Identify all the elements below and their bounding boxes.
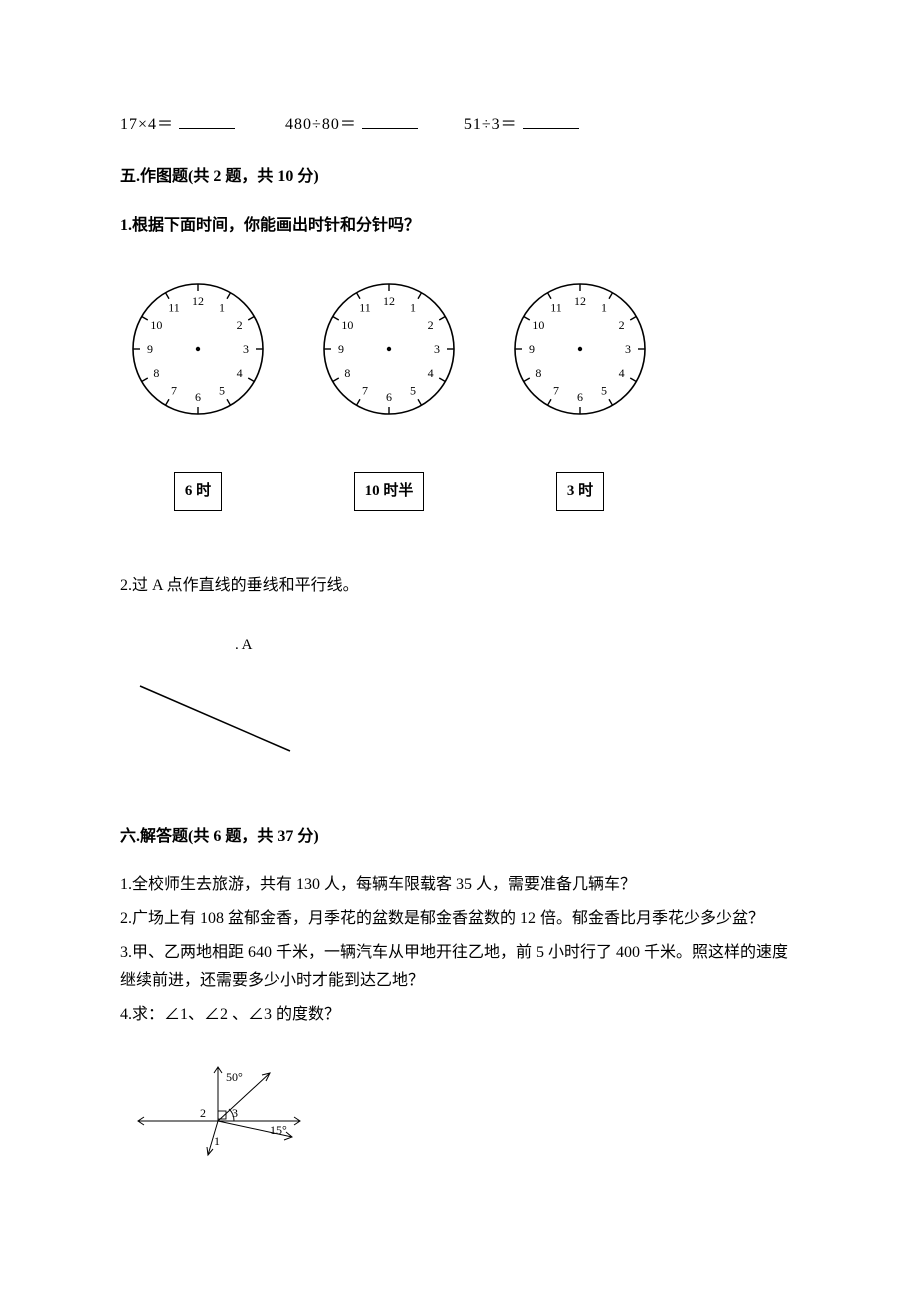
svg-text:6: 6 — [577, 390, 583, 404]
clock-row: 121234567891011 6 时 121234567891011 10 时… — [130, 281, 800, 511]
line-diagram[interactable]: . A — [120, 631, 800, 767]
given-line — [140, 686, 290, 751]
angle-1-label: 1 — [214, 1134, 220, 1148]
svg-text:1: 1 — [219, 301, 225, 315]
svg-text:1: 1 — [410, 301, 416, 315]
calc-item-1: 17×4＝ — [120, 116, 174, 133]
svg-text:9: 9 — [529, 342, 535, 356]
svg-text:3: 3 — [434, 342, 440, 356]
clock-face-2[interactable]: 121234567891011 — [321, 281, 457, 417]
question-6-2: 2.广场上有 108 盆郁金香，月季花的盆数是郁金香盆数的 12 倍。郁金香比月… — [120, 905, 800, 933]
svg-text:9: 9 — [338, 342, 344, 356]
svg-text:12: 12 — [192, 294, 204, 308]
svg-text:4: 4 — [237, 366, 243, 380]
svg-text:2: 2 — [619, 318, 625, 332]
svg-text:10: 10 — [150, 318, 162, 332]
svg-text:4: 4 — [619, 366, 625, 380]
clock-face-3[interactable]: 121234567891011 — [512, 281, 648, 417]
question-6-3: 3.甲、乙两地相距 640 千米，一辆汽车从甲地开往乙地，前 5 小时行了 40… — [120, 939, 800, 995]
clock-col-2: 121234567891011 10 时半 — [321, 281, 457, 511]
angle-15-label: 15° — [270, 1123, 287, 1137]
svg-text:2: 2 — [428, 318, 434, 332]
svg-text:7: 7 — [171, 384, 177, 398]
blank-2[interactable] — [362, 114, 418, 129]
question-5-2: 2.过 A 点作直线的垂线和平行线。 — [120, 571, 800, 601]
point-a-label: . A — [235, 637, 253, 653]
clock-face-1[interactable]: 121234567891011 — [130, 281, 266, 417]
calc-item-2: 480÷80＝ — [285, 116, 357, 133]
clock-label-3: 3 时 — [556, 472, 604, 511]
svg-text:6: 6 — [195, 390, 201, 404]
clock-col-1: 121234567891011 6 时 — [130, 281, 266, 511]
svg-text:5: 5 — [219, 384, 225, 398]
svg-text:11: 11 — [168, 301, 180, 315]
clock-label-2: 10 时半 — [354, 472, 425, 511]
svg-text:10: 10 — [341, 318, 353, 332]
blank-1[interactable] — [179, 114, 235, 129]
svg-text:8: 8 — [153, 366, 159, 380]
svg-text:7: 7 — [553, 384, 559, 398]
svg-text:3: 3 — [625, 342, 631, 356]
calc-item-3: 51÷3＝ — [464, 116, 518, 133]
svg-text:7: 7 — [362, 384, 368, 398]
question-6-1: 1.全校师生去旅游，共有 130 人，每辆车限载客 35 人，需要准备几辆车？ — [120, 871, 800, 899]
svg-text:2: 2 — [237, 318, 243, 332]
svg-text:8: 8 — [535, 366, 541, 380]
svg-text:9: 9 — [147, 342, 153, 356]
question-6-4: 4.求：∠1、∠2 、∠3 的度数？ — [120, 1001, 800, 1029]
svg-text:12: 12 — [383, 294, 395, 308]
svg-text:5: 5 — [410, 384, 416, 398]
angle-diagram: 50° 15° 2 3 1 — [130, 1059, 800, 1170]
svg-text:6: 6 — [386, 390, 392, 404]
svg-text:1: 1 — [601, 301, 607, 315]
svg-text:11: 11 — [359, 301, 371, 315]
section-5-title: 五.作图题(共 2 题，共 10 分) — [120, 162, 800, 192]
angle-3-label: 3 — [232, 1106, 238, 1120]
angle-2-label: 2 — [200, 1106, 206, 1120]
svg-text:5: 5 — [601, 384, 607, 398]
section-6-title: 六.解答题(共 6 题，共 37 分) — [120, 822, 800, 852]
clock-label-1: 6 时 — [174, 472, 222, 511]
svg-text:12: 12 — [574, 294, 586, 308]
svg-text:4: 4 — [428, 366, 434, 380]
svg-text:10: 10 — [532, 318, 544, 332]
question-5-1: 1.根据下面时间，你能画出时针和分针吗？ — [120, 211, 800, 241]
clock-col-3: 121234567891011 3 时 — [512, 281, 648, 511]
svg-text:3: 3 — [243, 342, 249, 356]
svg-text:8: 8 — [344, 366, 350, 380]
angle-50-label: 50° — [226, 1070, 243, 1084]
calc-row: 17×4＝ 480÷80＝ 51÷3＝ — [120, 110, 800, 140]
svg-text:11: 11 — [550, 301, 562, 315]
blank-3[interactable] — [523, 114, 579, 129]
